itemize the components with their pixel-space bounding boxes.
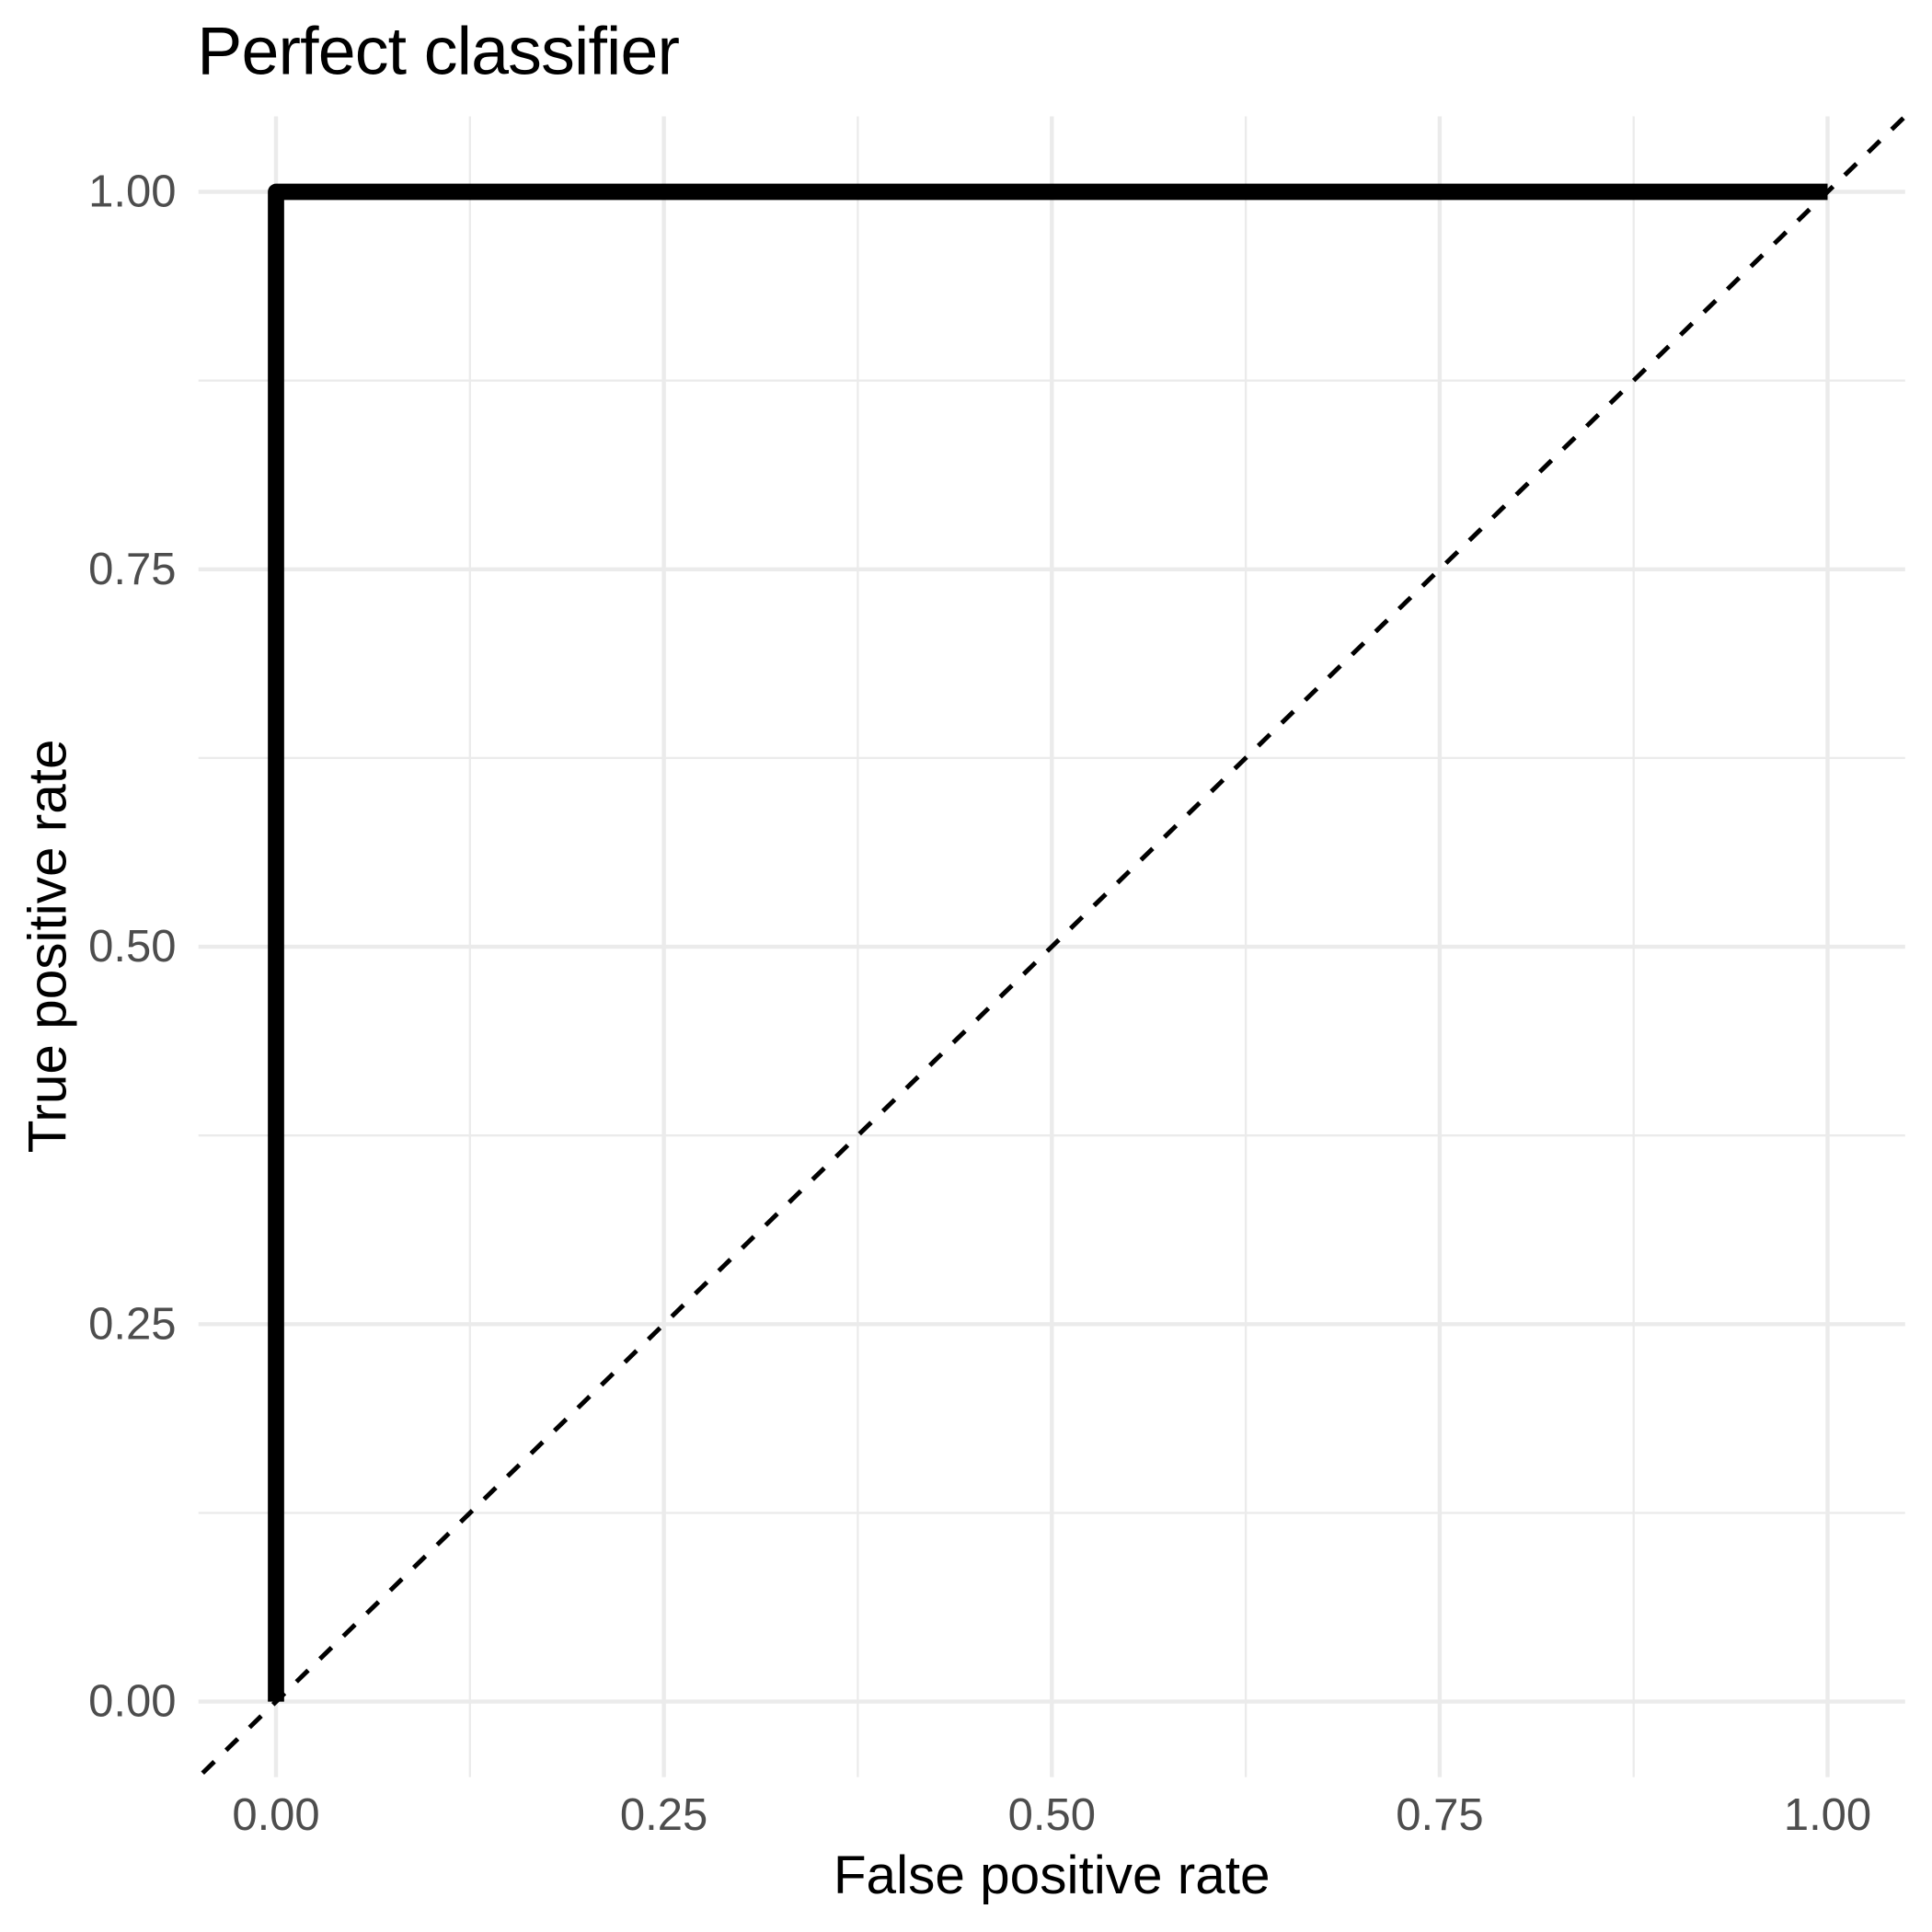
svg-text:0.25: 0.25 bbox=[88, 1299, 176, 1349]
svg-text:0.50: 0.50 bbox=[88, 922, 176, 972]
svg-text:0.00: 0.00 bbox=[232, 1790, 319, 1840]
svg-text:0.75: 0.75 bbox=[1396, 1790, 1483, 1840]
svg-text:0.75: 0.75 bbox=[88, 545, 176, 594]
svg-text:0.00: 0.00 bbox=[88, 1677, 176, 1727]
svg-text:True positive rate: True positive rate bbox=[17, 739, 77, 1153]
svg-text:0.25: 0.25 bbox=[620, 1790, 707, 1840]
svg-text:Perfect classifier: Perfect classifier bbox=[197, 12, 679, 88]
svg-text:1.00: 1.00 bbox=[88, 167, 176, 217]
svg-text:0.50: 0.50 bbox=[1008, 1790, 1096, 1840]
svg-text:False positive rate: False positive rate bbox=[834, 1846, 1271, 1905]
svg-text:1.00: 1.00 bbox=[1784, 1790, 1871, 1840]
